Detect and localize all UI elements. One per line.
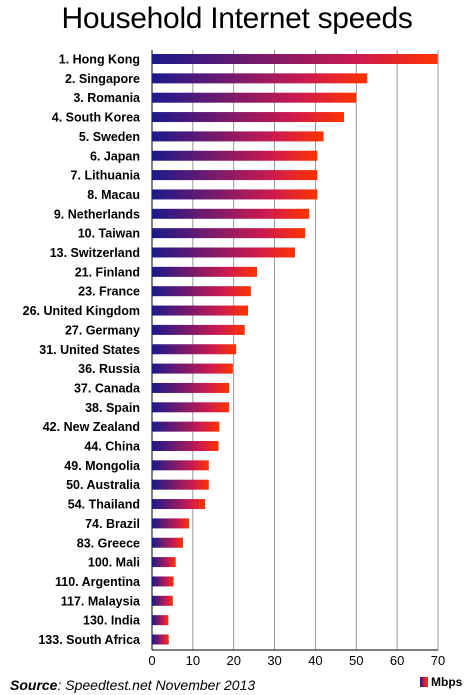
category-label: 13. Switzerland <box>50 246 140 260</box>
x-tick-label: 60 <box>390 653 404 668</box>
bar <box>152 382 230 393</box>
bar <box>152 615 169 626</box>
category-label: 38. Spain <box>85 401 140 415</box>
bar <box>152 266 258 277</box>
bar <box>152 479 209 490</box>
bar <box>152 460 209 471</box>
category-label: 26. United Kingdom <box>23 304 140 318</box>
x-tick-label: 20 <box>226 653 240 668</box>
bar <box>152 441 219 451</box>
category-label: 49. Mongolia <box>64 459 141 473</box>
bar <box>152 228 306 239</box>
bars <box>152 54 438 645</box>
bar <box>152 112 345 123</box>
category-label: 54. Thailand <box>68 498 140 512</box>
category-label: 36. Russia <box>78 362 141 376</box>
chart-title: Household Internet speeds <box>61 2 413 35</box>
category-label: 9. Netherlands <box>54 207 140 221</box>
category-label: 44. China <box>84 440 141 454</box>
category-label: 83. Greece <box>77 536 140 550</box>
category-label: 130. India <box>83 614 141 628</box>
bar <box>152 324 245 335</box>
category-label: 42. New Zealand <box>43 420 140 434</box>
source-label: Source <box>10 677 58 693</box>
bar <box>152 634 169 645</box>
bar <box>152 576 174 587</box>
category-label: 31. United States <box>39 343 140 357</box>
source-note: Source: Speedtest.net November 2013 <box>10 677 255 693</box>
bar <box>152 305 249 316</box>
category-label: 100. Mali <box>88 556 140 570</box>
category-label: 3. Romania <box>73 91 141 105</box>
x-tick-label: 10 <box>186 653 200 668</box>
category-label: 7. Lithuania <box>71 169 142 183</box>
bar <box>152 189 318 200</box>
x-tick-label: 40 <box>308 653 322 668</box>
bar <box>152 92 357 103</box>
bar <box>152 537 184 548</box>
category-label: 27. Germany <box>65 323 140 337</box>
bar <box>152 170 318 181</box>
bar <box>152 131 324 142</box>
bar <box>152 518 190 529</box>
category-labels: 1. Hong Kong 2. Singapore 3. Romania 4. Sou… <box>23 53 141 648</box>
bar <box>152 286 251 297</box>
x-axis-ticks: 0 10 20 30 40 50 60 70 <box>148 653 445 668</box>
category-label: 133. South Africa <box>38 633 141 647</box>
x-tick-label: 30 <box>267 653 281 668</box>
legend-label: Mbps <box>431 675 463 689</box>
category-label: 10. Taiwan <box>78 227 140 241</box>
bar <box>152 150 318 161</box>
legend-swatch <box>420 677 428 687</box>
category-label: 23. France <box>78 285 140 299</box>
category-label: 21. Finland <box>75 265 140 279</box>
bar <box>152 54 438 64</box>
category-label: 50. Australia <box>66 478 141 492</box>
x-tick-label: 50 <box>349 653 363 668</box>
bar <box>152 595 173 606</box>
category-label: 4. South Korea <box>52 111 141 125</box>
bar <box>152 557 176 568</box>
category-label: 1. Hong Kong <box>59 53 140 67</box>
category-label: 5. Sweden <box>79 130 140 144</box>
source-text: : Speedtest.net November 2013 <box>57 677 256 693</box>
bar <box>152 402 230 413</box>
bar <box>152 73 368 84</box>
bar <box>152 363 233 374</box>
category-label: 110. Argentina <box>55 575 141 589</box>
bar <box>152 344 237 355</box>
category-label: 117. Malaysia <box>61 594 141 608</box>
bar <box>152 247 295 258</box>
category-label: 37. Canada <box>74 381 141 395</box>
bar <box>152 499 206 510</box>
legend: Mbps <box>420 675 462 689</box>
x-tick-label: 70 <box>431 653 445 668</box>
x-tick-label: 0 <box>148 653 155 668</box>
category-label: 8. Macau <box>87 188 140 202</box>
category-label: 2. Singapore <box>65 72 140 86</box>
category-label: 6. Japan <box>90 149 140 163</box>
category-label: 74. Brazil <box>85 517 140 531</box>
bar <box>152 421 220 432</box>
bar <box>152 208 310 219</box>
